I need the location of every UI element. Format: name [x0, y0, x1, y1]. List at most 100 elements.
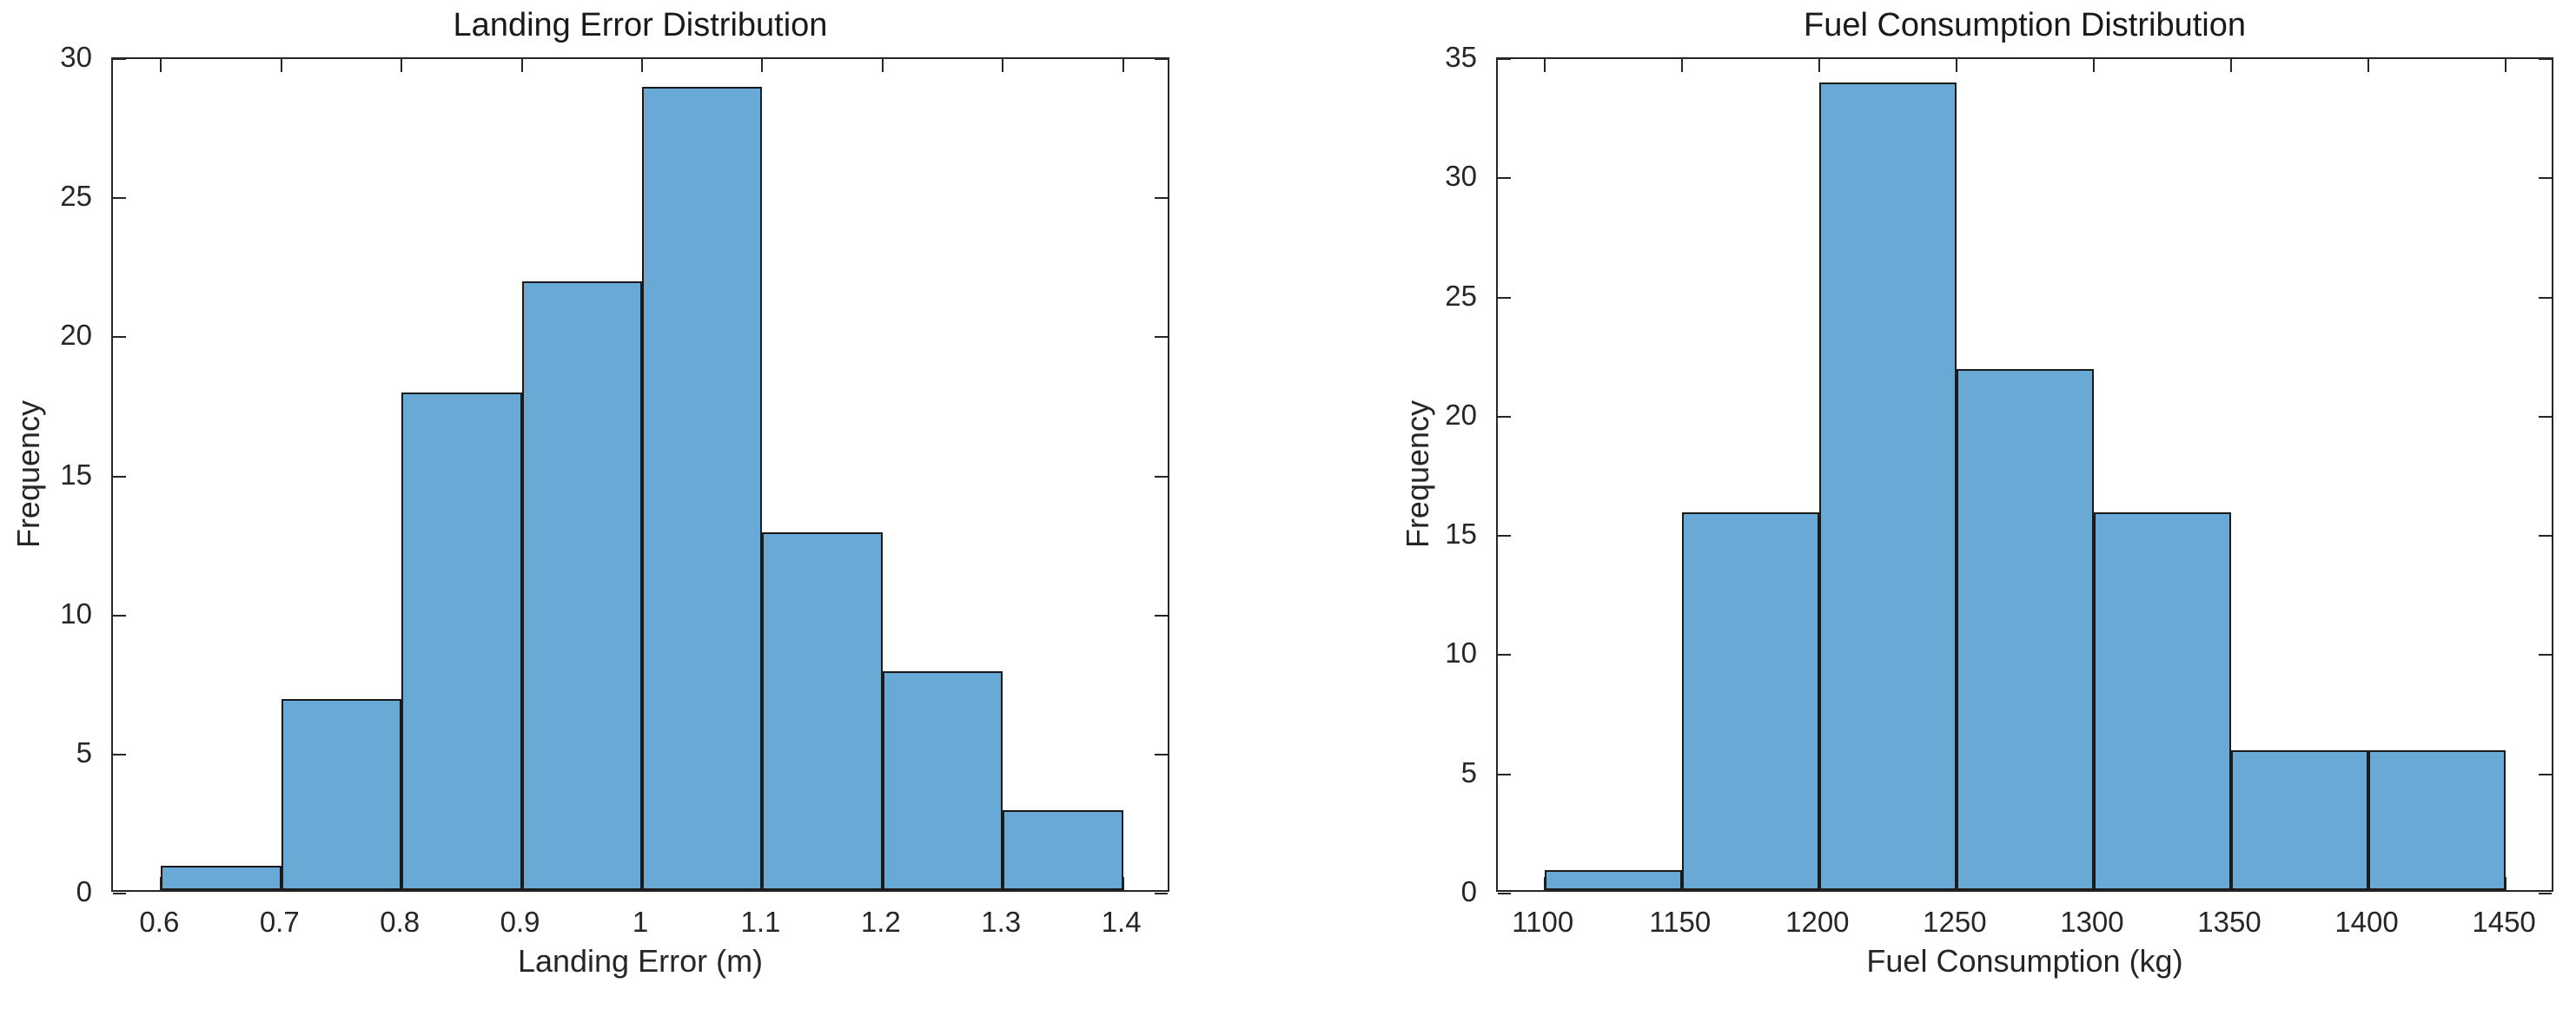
y-tick-label: 0	[1460, 875, 1477, 907]
y-tick-mark	[1155, 475, 1168, 478]
y-tick-mark	[2539, 58, 2552, 60]
x-tick-label: 1250	[1923, 906, 1987, 938]
histogram-bar	[2230, 750, 2369, 890]
y-tick-mark	[2539, 773, 2552, 775]
histogram-bar	[2093, 511, 2231, 890]
y-tick-label: 35	[1445, 41, 1477, 73]
x-tick-label: 1.1	[740, 906, 781, 938]
histogram-bar	[1003, 809, 1123, 890]
histogram-bar	[1818, 82, 1957, 890]
x-tick-mark	[2505, 59, 2507, 72]
x-tick-label: 1	[632, 906, 649, 938]
x-tick-mark	[881, 59, 884, 72]
y-tick-mark	[2539, 296, 2552, 299]
y-tick-label: 0	[76, 875, 92, 907]
x-tick-label: 1100	[1512, 906, 1574, 938]
histogram-bar	[521, 281, 642, 890]
y-tick-mark	[1498, 58, 1511, 60]
histogram-bar	[401, 393, 522, 890]
y-tick-mark	[113, 753, 126, 755]
y-tick-mark	[1498, 296, 1511, 299]
histogram-bar	[882, 670, 1003, 890]
histogram-bar	[642, 87, 763, 890]
x-tick-label: 1.2	[860, 906, 901, 938]
histogram-bar	[161, 865, 281, 890]
x-tick-mark	[1543, 59, 1546, 72]
x-tick-mark	[280, 59, 282, 72]
y-tick-mark	[1155, 753, 1168, 755]
y-tick-mark	[113, 336, 126, 339]
y-tick-mark	[1155, 197, 1168, 200]
x-tick-label: 0.6	[139, 906, 180, 938]
y-tick-mark	[113, 893, 126, 894]
y-tick-label: 15	[1445, 518, 1477, 551]
y-tick-label: 20	[1445, 398, 1477, 431]
x-tick-mark	[2229, 59, 2232, 72]
x-tick-mark	[1002, 59, 1004, 72]
y-tick-label: 5	[76, 736, 92, 769]
y-tick-mark	[2539, 415, 2552, 418]
y-tick-mark	[1498, 177, 1511, 180]
y-tick-label: 25	[1445, 279, 1477, 312]
histogram-bar	[281, 698, 402, 890]
y-tick-mark	[1498, 654, 1511, 656]
y-tick-label: 30	[1445, 160, 1477, 193]
y-tick-mark	[1155, 614, 1168, 617]
y-tick-mark	[1498, 535, 1511, 538]
y-tick-mark	[1498, 893, 1511, 894]
chart-title: Fuel Consumption Distribution	[1803, 7, 2246, 43]
y-tick-mark	[113, 614, 126, 617]
y-tick-mark	[1155, 336, 1168, 339]
chart-title: Landing Error Distribution	[453, 7, 828, 43]
histogram-bar	[2368, 750, 2506, 890]
histogram-bar	[762, 531, 883, 890]
histogram-bar	[1544, 869, 1682, 890]
x-axis-label: Fuel Consumption (kg)	[1866, 943, 2183, 979]
y-tick-mark	[113, 197, 126, 200]
x-tick-mark	[2505, 877, 2507, 890]
x-tick-label: 0.8	[380, 906, 421, 938]
y-tick-mark	[2539, 535, 2552, 538]
x-tick-label: 1.3	[981, 906, 1022, 938]
x-tick-mark	[641, 59, 643, 72]
x-tick-mark	[160, 59, 162, 72]
x-axis-label: Landing Error (m)	[517, 943, 764, 979]
x-tick-mark	[1122, 59, 1124, 72]
x-tick-label: 0.9	[500, 906, 540, 938]
plot-area	[1496, 57, 2553, 894]
y-tick-label: 25	[60, 180, 92, 213]
x-tick-label: 0.7	[259, 906, 300, 938]
y-tick-mark	[1155, 58, 1168, 60]
y-tick-label: 15	[60, 458, 92, 491]
x-tick-label: 1150	[1649, 906, 1712, 938]
x-tick-mark	[520, 59, 523, 72]
y-tick-mark	[113, 475, 126, 478]
x-tick-label: 1350	[2197, 906, 2261, 938]
histogram-bar	[1956, 368, 2094, 890]
x-tick-mark	[1818, 59, 1820, 72]
x-tick-mark	[1955, 59, 1957, 72]
y-tick-label: 30	[60, 41, 92, 73]
x-tick-label: 1.4	[1101, 906, 1142, 938]
y-tick-mark	[2539, 654, 2552, 656]
x-tick-mark	[2092, 59, 2095, 72]
x-tick-label: 1450	[2472, 906, 2536, 938]
x-tick-mark	[2367, 59, 2370, 72]
x-tick-mark	[1122, 877, 1124, 890]
x-tick-mark	[1680, 59, 1683, 72]
y-tick-mark	[1498, 415, 1511, 418]
y-tick-mark	[113, 58, 126, 60]
histogram-bar	[1681, 511, 1819, 890]
y-tick-label: 20	[60, 319, 92, 352]
x-tick-label: 1400	[2334, 906, 2399, 938]
y-tick-label: 5	[1460, 755, 1477, 788]
x-tick-label: 1300	[2060, 906, 2124, 938]
y-tick-label: 10	[60, 597, 92, 630]
y-tick-mark	[2539, 893, 2552, 894]
y-tick-label: 10	[1445, 637, 1477, 670]
y-tick-mark	[1498, 773, 1511, 775]
y-tick-mark	[1155, 893, 1168, 894]
